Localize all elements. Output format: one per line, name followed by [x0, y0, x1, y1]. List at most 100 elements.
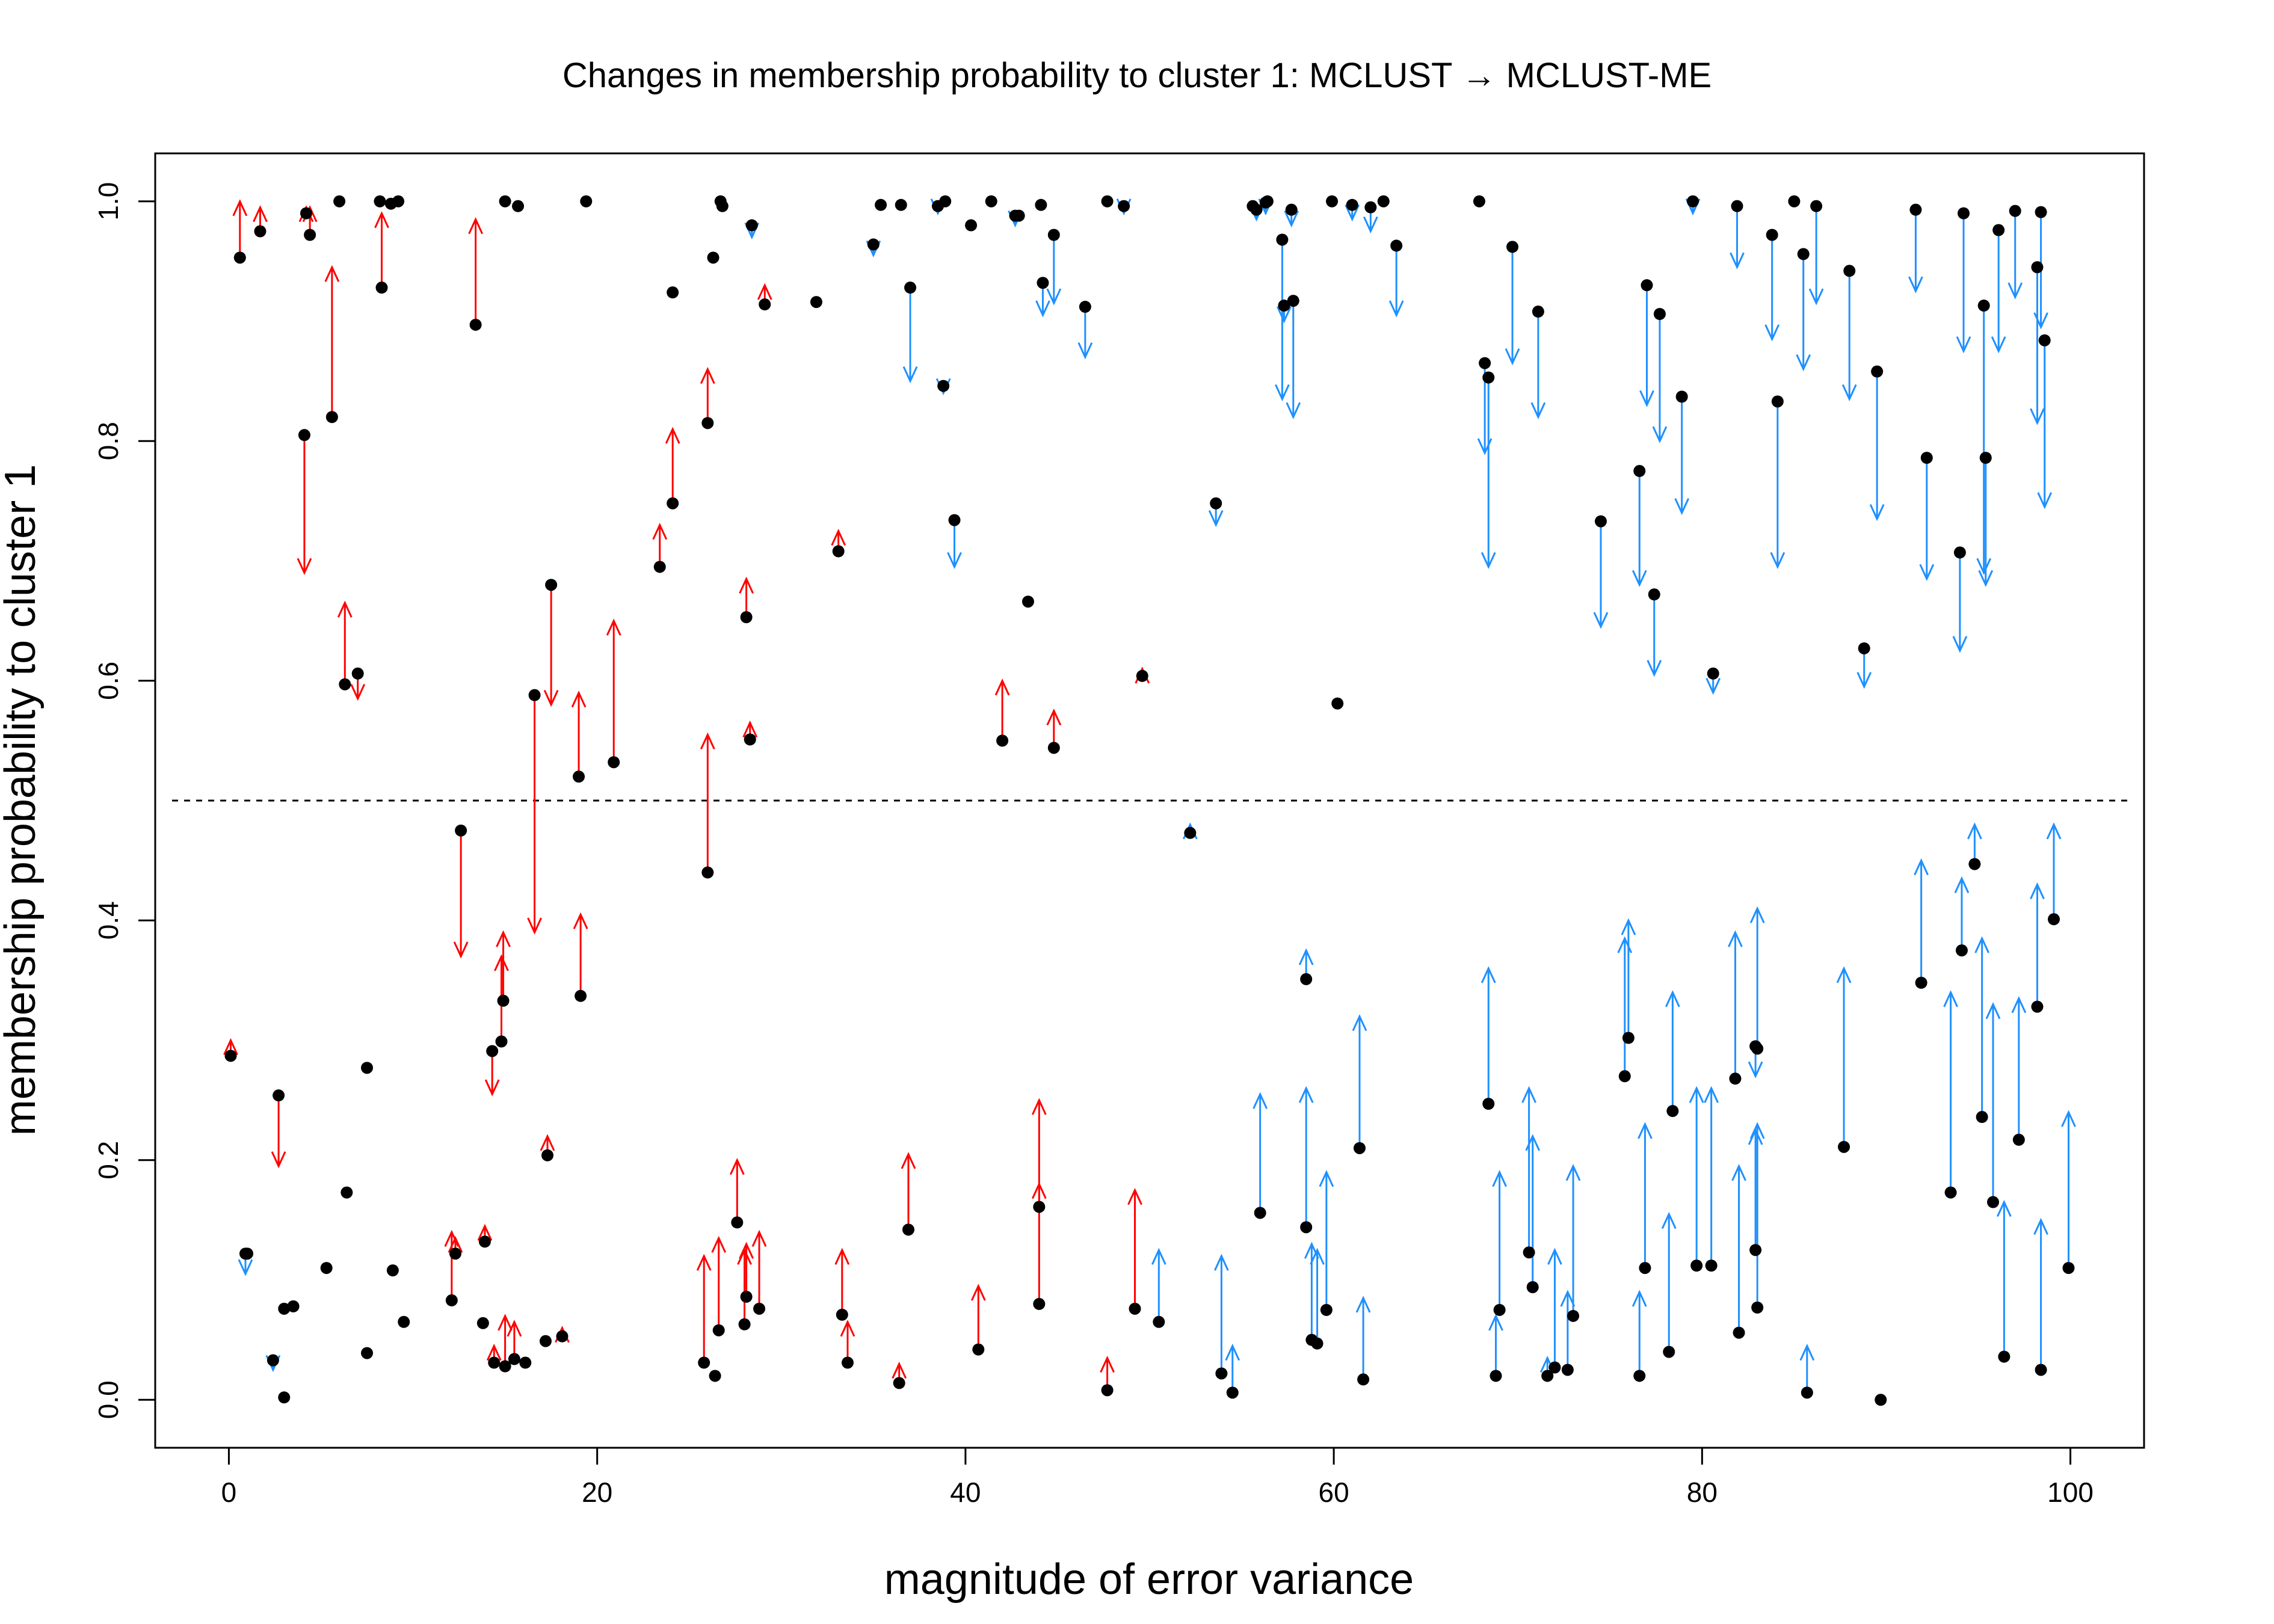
data-point — [608, 756, 620, 769]
data-point — [1033, 1297, 1046, 1310]
data-point — [499, 1360, 511, 1373]
change-arrow — [1869, 371, 1885, 521]
change-arrow — [696, 1253, 712, 1363]
data-point — [1490, 1370, 1502, 1382]
data-point — [1377, 195, 1390, 208]
change-arrow — [1796, 254, 1811, 372]
data-point — [731, 1216, 744, 1229]
change-arrow — [1077, 307, 1093, 360]
data-point — [1707, 667, 1719, 680]
data-point — [1843, 265, 1856, 277]
change-arrow — [573, 912, 588, 996]
data-point — [1639, 1262, 1651, 1275]
data-point — [1523, 1246, 1535, 1259]
data-point — [1810, 200, 1823, 212]
y-tick-label: 0.0 — [93, 1380, 124, 1419]
data-point — [325, 411, 338, 423]
x-tick-label: 40 — [950, 1477, 981, 1508]
data-point — [320, 1262, 333, 1275]
data-point — [1287, 295, 1299, 307]
data-point — [267, 1354, 279, 1367]
change-arrow — [1046, 235, 1062, 306]
change-arrow — [1481, 377, 1496, 570]
data-point — [351, 667, 364, 680]
data-point — [1788, 195, 1801, 208]
change-arrow — [1286, 301, 1301, 419]
change-arrow — [1253, 1092, 1268, 1213]
data-point — [1648, 588, 1660, 601]
y-axis: 0.0 0.2 0.4 0.6 0.8 1.0 — [93, 182, 156, 1419]
data-point — [545, 579, 558, 591]
change-arrow — [1661, 1211, 1677, 1352]
data-point — [1675, 390, 1688, 403]
data-point — [1278, 300, 1290, 312]
data-point — [1353, 1142, 1366, 1154]
change-arrow — [1836, 966, 1852, 1147]
data-point — [985, 195, 997, 208]
data-point — [2038, 334, 2051, 346]
data-point — [1047, 229, 1060, 241]
change-arrow — [1943, 990, 1958, 1193]
data-point — [528, 689, 541, 701]
data-point — [361, 1347, 374, 1359]
change-arrow — [1985, 1002, 2001, 1202]
change-arrow — [1952, 552, 1968, 653]
data-point — [1641, 279, 1653, 292]
data-point — [841, 1356, 854, 1369]
data-point — [1633, 465, 1646, 478]
data-point — [1622, 1032, 1635, 1044]
data-point — [1047, 742, 1060, 754]
data-point — [497, 994, 510, 1007]
data-point — [1311, 1337, 1323, 1350]
change-arrow — [1704, 1086, 1719, 1266]
data-point — [1493, 1303, 1506, 1316]
data-point — [254, 225, 267, 238]
change-arrow — [1560, 1290, 1576, 1370]
x-tick-label: 80 — [1687, 1477, 1718, 1508]
data-point — [667, 497, 679, 509]
data-point — [469, 318, 482, 331]
data-point — [701, 866, 714, 879]
data-point — [937, 380, 950, 392]
data-point — [333, 195, 346, 208]
data-point — [361, 1062, 374, 1074]
data-point — [1653, 308, 1666, 321]
data-point — [1875, 1394, 1887, 1406]
data-point — [1153, 1315, 1165, 1328]
data-point — [709, 1370, 721, 1382]
change-arrow — [2007, 211, 2023, 300]
change-arrow — [834, 1247, 850, 1315]
data-point — [996, 734, 1009, 747]
data-point — [1215, 1367, 1228, 1380]
change-arrow — [1799, 1344, 1815, 1393]
data-point — [298, 429, 310, 441]
data-point — [476, 1317, 489, 1329]
change-arrow — [1808, 206, 1824, 306]
data-point — [1101, 1384, 1114, 1397]
data-point — [753, 1302, 766, 1315]
data-point — [1705, 1260, 1718, 1272]
data-point — [1482, 1098, 1495, 1110]
data-point — [1129, 1302, 1141, 1315]
data-point — [1261, 195, 1274, 208]
data-point — [1326, 195, 1339, 208]
change-arrow — [1151, 1247, 1166, 1322]
data-point — [233, 251, 246, 264]
data-point — [488, 1356, 501, 1369]
change-arrow — [1996, 1199, 2012, 1357]
y-axis-label: membership probability to cluster 1 — [0, 464, 45, 1136]
x-tick-label: 20 — [582, 1477, 612, 1508]
change-arrow — [1730, 206, 1745, 269]
change-arrow — [1481, 966, 1496, 1104]
data-point — [1118, 200, 1130, 212]
data-point — [278, 1302, 291, 1315]
data-point — [1771, 395, 1784, 408]
change-arrow — [652, 523, 668, 567]
change-arrow — [1956, 213, 1971, 354]
change-arrow — [1319, 1170, 1334, 1310]
data-point — [398, 1315, 410, 1328]
data-point — [1977, 300, 1990, 312]
data-point — [972, 1343, 985, 1356]
change-arrow — [374, 211, 389, 288]
data-point — [1968, 858, 1981, 870]
